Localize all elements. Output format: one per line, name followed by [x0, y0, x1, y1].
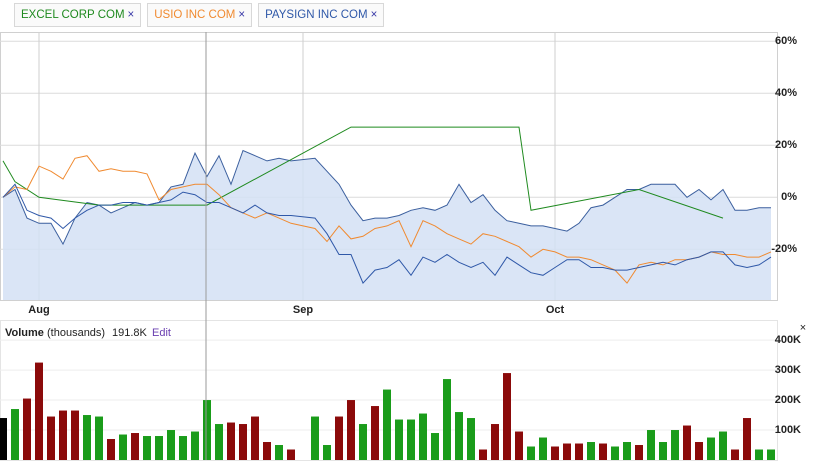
volume-bar: [635, 445, 643, 460]
volume-bar: [671, 430, 679, 460]
remove-icon[interactable]: ×: [238, 9, 246, 21]
x-tick-label: Aug: [28, 304, 49, 316]
volume-bar: [695, 442, 703, 460]
y-tick-label: 60%: [775, 35, 797, 47]
volume-bar: [179, 436, 187, 460]
volume-bar: [371, 406, 379, 460]
volume-bar: [539, 437, 547, 460]
volume-bar: [71, 410, 79, 460]
y-tick-label: 200K: [775, 394, 801, 406]
volume-bar: [239, 424, 247, 460]
volume-bar: [215, 424, 223, 460]
volume-bar: [119, 434, 127, 460]
volume-bar: [323, 445, 331, 460]
remove-icon[interactable]: ×: [370, 9, 378, 21]
y-tick-label: 400K: [775, 334, 801, 346]
line: [2, 155, 772, 284]
legend-item[interactable]: PAYSIGN INC COM ×: [258, 3, 385, 27]
volume-bar: [167, 430, 175, 460]
legend-label: PAYSIGN INC COM: [265, 9, 368, 21]
volume-bar: [191, 431, 199, 460]
volume-bar: [707, 437, 715, 460]
volume-bar: [515, 431, 523, 460]
volume-bar: [107, 439, 115, 460]
volume-bar: [743, 418, 751, 460]
y-tick-label: 40%: [775, 87, 797, 99]
volume-bar: [143, 436, 151, 460]
volume-bar: [503, 373, 511, 460]
volume-bar: [587, 442, 595, 460]
volume-bar: [203, 400, 211, 460]
volume-bar: [23, 398, 31, 460]
volume-last: 191.8K: [112, 327, 148, 339]
y-tick-label: 300K: [775, 364, 801, 376]
volume-bar: [11, 409, 19, 460]
volume-bar: [0, 418, 7, 460]
volume-bar: [407, 419, 415, 460]
volume-bar: [527, 446, 535, 460]
volume-bar: [395, 419, 403, 460]
x-tick-label: Oct: [546, 304, 565, 316]
volume-bar: [35, 362, 43, 460]
volume-bar: [47, 416, 55, 460]
volume-bar: [251, 416, 259, 460]
volume-unit: (thousands): [47, 327, 105, 339]
volume-bar: [467, 418, 475, 460]
y-tick-label: 20%: [775, 139, 797, 151]
volume-bar: [443, 379, 451, 460]
volume-bar: [275, 445, 283, 460]
volume-bar: [359, 424, 367, 460]
volume-bar: [383, 389, 391, 460]
volume-bar: [335, 416, 343, 460]
volume-bar: [755, 449, 763, 460]
legend-item[interactable]: USIO INC COM ×: [147, 3, 253, 27]
volume-bar: [611, 446, 619, 460]
volume-bar: [599, 443, 607, 460]
volume-bar: [731, 449, 739, 460]
volume-bar: [227, 422, 235, 460]
volume-bar: [683, 425, 691, 460]
legend-label: USIO INC COM: [154, 9, 236, 21]
legend-label: EXCEL CORP COM: [21, 9, 125, 21]
line: [2, 183, 772, 285]
y-tick-label: 100K: [775, 424, 801, 436]
volume-bar: [623, 442, 631, 460]
volume-bar: [155, 436, 163, 460]
volume-bar: [479, 449, 487, 460]
legend: EXCEL CORP COM × USIO INC COM × PAYSIGN INC …: [14, 3, 385, 27]
volume-bar: [455, 412, 463, 460]
volume-frame: [0, 320, 778, 461]
volume-bar: [59, 410, 67, 460]
legend-item[interactable]: EXCEL CORP COM ×: [14, 3, 142, 27]
volume-bar: [83, 415, 91, 460]
volume-bar: [263, 442, 271, 460]
volume-bar: [647, 430, 655, 460]
close-icon[interactable]: ×: [800, 322, 806, 334]
volume-bar: [95, 416, 103, 460]
volume-bar: [347, 400, 355, 460]
volume-bar: [491, 424, 499, 460]
volume-bar: [551, 446, 559, 460]
volume-bar: [431, 433, 439, 460]
volume-bar: [419, 413, 427, 460]
edit-link[interactable]: Edit: [152, 327, 171, 339]
volume-bar: [563, 443, 571, 460]
volume-bar: [575, 443, 583, 460]
volume-bar: [659, 442, 667, 460]
area: [3, 150, 771, 300]
volume-bar: [719, 431, 727, 460]
volume-bar: [767, 449, 775, 460]
y-tick-label: 0%: [781, 191, 797, 203]
volume-bar: [287, 449, 295, 460]
volume-bar: [131, 433, 139, 460]
volume-title: Volume: [5, 327, 44, 339]
remove-icon[interactable]: ×: [127, 9, 135, 21]
x-tick-label: Sep: [293, 304, 313, 316]
price-frame: [0, 32, 778, 301]
volume-bar: [311, 416, 319, 460]
y-tick-label: -20%: [771, 243, 797, 255]
